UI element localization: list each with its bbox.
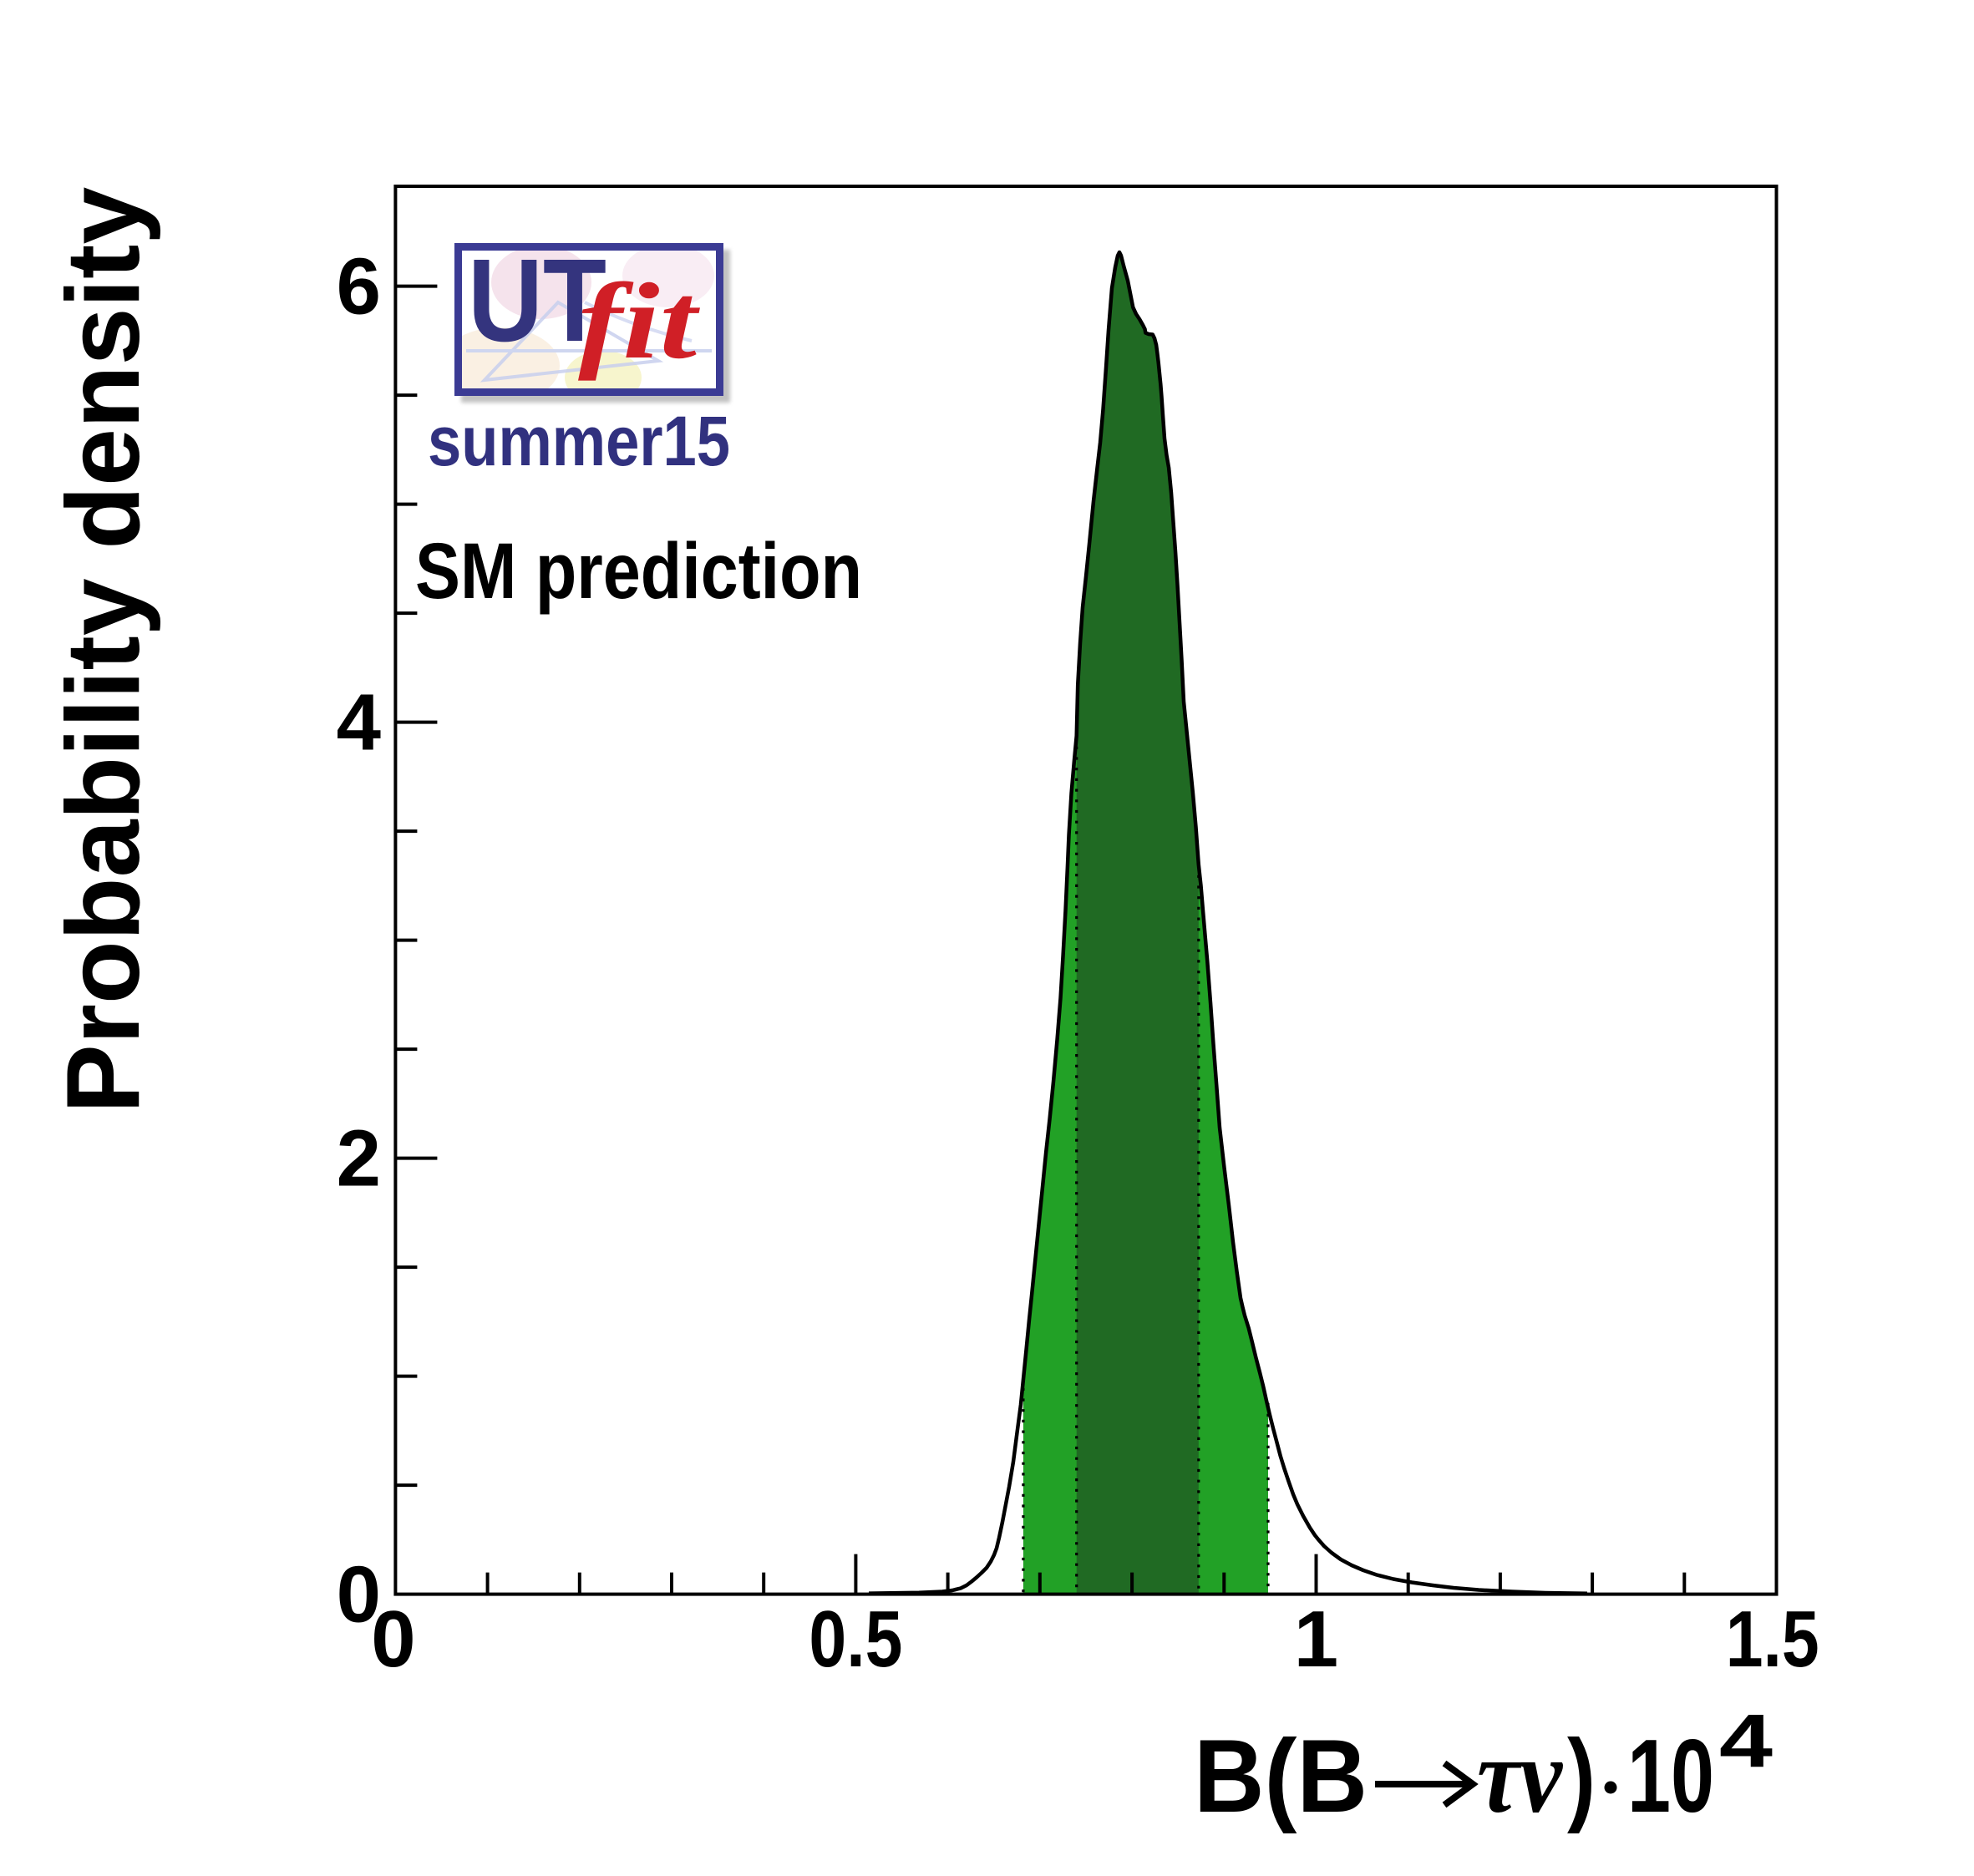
svg-text:0: 0 [371, 1595, 415, 1684]
svg-text:): ) [1567, 1719, 1596, 1834]
svg-text:SM prediction: SM prediction [415, 527, 862, 616]
svg-text:summer15: summer15 [428, 402, 730, 480]
svg-text:τν: τν [1477, 1716, 1563, 1835]
svg-text:10: 10 [1627, 1719, 1714, 1834]
svg-text:1: 1 [1294, 1595, 1338, 1684]
svg-text:B(B: B(B [1194, 1719, 1368, 1834]
svg-text:6: 6 [337, 242, 381, 332]
svg-text:0: 0 [337, 1550, 381, 1640]
svg-text:2: 2 [337, 1114, 381, 1204]
svg-text:Probability density: Probability density [46, 187, 161, 1113]
svg-text:UT: UT [468, 234, 606, 366]
svg-text:4: 4 [337, 678, 381, 768]
svg-text:0.5: 0.5 [809, 1595, 902, 1684]
svg-text:1.5: 1.5 [1726, 1595, 1819, 1684]
svg-text:fit: fit [578, 261, 701, 382]
svg-text:4: 4 [1719, 1700, 1773, 1783]
